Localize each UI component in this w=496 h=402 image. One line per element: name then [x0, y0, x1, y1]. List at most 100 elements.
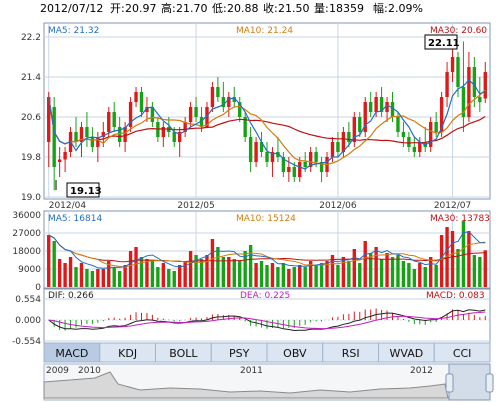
candle-up	[308, 147, 313, 172]
header-high-label: 高:	[161, 1, 176, 15]
candle-body	[232, 97, 236, 102]
header-volume: 18359	[329, 2, 364, 15]
tab-cci[interactable]: CCI	[433, 342, 491, 363]
candle-body	[248, 137, 253, 162]
candle-up	[385, 97, 389, 122]
volume-bar	[418, 263, 422, 287]
volume-bar	[248, 245, 253, 287]
candle-body	[368, 102, 373, 112]
macd-panel-frame	[43, 288, 491, 344]
low-marker-box	[66, 182, 100, 198]
volume-bar	[336, 265, 340, 287]
candle-up	[63, 147, 67, 172]
low-marker-value: 19.13	[70, 186, 102, 197]
candle-body	[303, 162, 307, 167]
tab-wvad[interactable]: WVAD	[378, 342, 435, 363]
candle-body	[265, 152, 269, 162]
volume-bar	[270, 263, 275, 287]
candle-body	[145, 107, 149, 112]
navigator-left-handle[interactable]	[445, 373, 454, 393]
candle-down	[243, 112, 247, 142]
volume-bar	[128, 251, 133, 287]
macd-grid	[44, 298, 490, 342]
candle-body	[139, 92, 144, 112]
navigator-label-2009: 2009	[46, 366, 69, 376]
volume-ma10-label: MA10: 15124	[236, 214, 296, 224]
price-moving-averages	[48, 79, 486, 170]
navigator-right-handle[interactable]	[485, 373, 494, 393]
candle-body	[445, 72, 449, 97]
volume-bar	[210, 239, 215, 287]
candle-body	[221, 97, 226, 107]
candle-body	[57, 159, 62, 162]
date-tick: 2012/04	[49, 201, 87, 211]
volume-bar	[287, 269, 291, 287]
volume-bar	[254, 263, 258, 287]
candle-down	[248, 127, 253, 172]
candle-down	[368, 92, 373, 117]
candle-body	[276, 152, 280, 157]
candle-up	[96, 132, 100, 162]
volume-bar	[434, 265, 438, 287]
volume-bar	[101, 269, 105, 287]
volume-bar	[134, 247, 138, 287]
ma10-line	[48, 89, 486, 166]
candle-down	[265, 142, 269, 167]
volume-bar	[363, 241, 367, 287]
candle-down	[319, 157, 324, 182]
navigator-selection-window[interactable]	[448, 363, 491, 401]
candle-up	[177, 127, 182, 157]
candle-body	[243, 117, 247, 137]
volume-bar	[467, 231, 471, 287]
date-tick: 2012/06	[319, 201, 357, 211]
volume-bar	[85, 269, 89, 287]
candle-body	[336, 142, 340, 152]
volume-bar	[374, 247, 378, 287]
volume-bars	[47, 221, 487, 287]
candle-up	[352, 112, 357, 147]
tab-label: KDJ	[118, 347, 137, 360]
tab-obv[interactable]: OBV	[266, 342, 324, 363]
price-y-tick: 21.4	[21, 73, 41, 83]
candle-down	[221, 82, 226, 112]
volume-bar	[358, 263, 362, 287]
candle-body	[216, 87, 220, 97]
volume-bar	[347, 261, 351, 287]
header-change-label: 幅:	[373, 2, 388, 15]
volume-ma5-label: MA5: 16814	[48, 214, 102, 224]
tab-boll[interactable]: BOLL	[155, 342, 212, 363]
candle-body	[412, 147, 417, 152]
volume-bar	[205, 255, 209, 287]
candle-body	[117, 127, 122, 142]
candle-up	[188, 102, 193, 127]
volume-bar	[167, 269, 171, 287]
volume-bar	[183, 261, 187, 287]
candle-up	[123, 122, 127, 152]
tab-label: WVAD	[390, 347, 424, 360]
candle-body	[123, 127, 127, 142]
candle-down	[461, 41, 466, 132]
high-marker-box	[424, 34, 458, 50]
volume-y-axis: 36000 27000 18000 9000 0	[12, 211, 41, 293]
tab-kdj[interactable]: KDJ	[99, 342, 156, 363]
navigator-label-2012: 2012	[410, 366, 433, 376]
tab-label: OBV	[283, 347, 307, 360]
tab-rsi[interactable]: RSI	[322, 342, 379, 363]
candle-up	[161, 122, 166, 147]
candle-down	[259, 132, 264, 157]
tab-label: CCI	[453, 347, 472, 360]
candle-body	[330, 142, 335, 157]
candle-body	[298, 162, 302, 177]
candle-up	[254, 137, 258, 167]
volume-bar	[308, 261, 313, 287]
tab-macd[interactable]: MACD	[43, 342, 101, 363]
volume-bar	[483, 250, 487, 287]
header-close: 21.50	[278, 2, 310, 15]
macd-dif-label: DIF: 0.266	[48, 291, 94, 301]
tab-psy[interactable]: PSY	[210, 342, 268, 363]
header-open: 20.97	[125, 2, 157, 15]
header-volume-label: 量:	[314, 2, 329, 15]
navigator-history-area	[43, 371, 449, 399]
candle-body	[319, 162, 324, 172]
volume-bar	[265, 265, 269, 287]
